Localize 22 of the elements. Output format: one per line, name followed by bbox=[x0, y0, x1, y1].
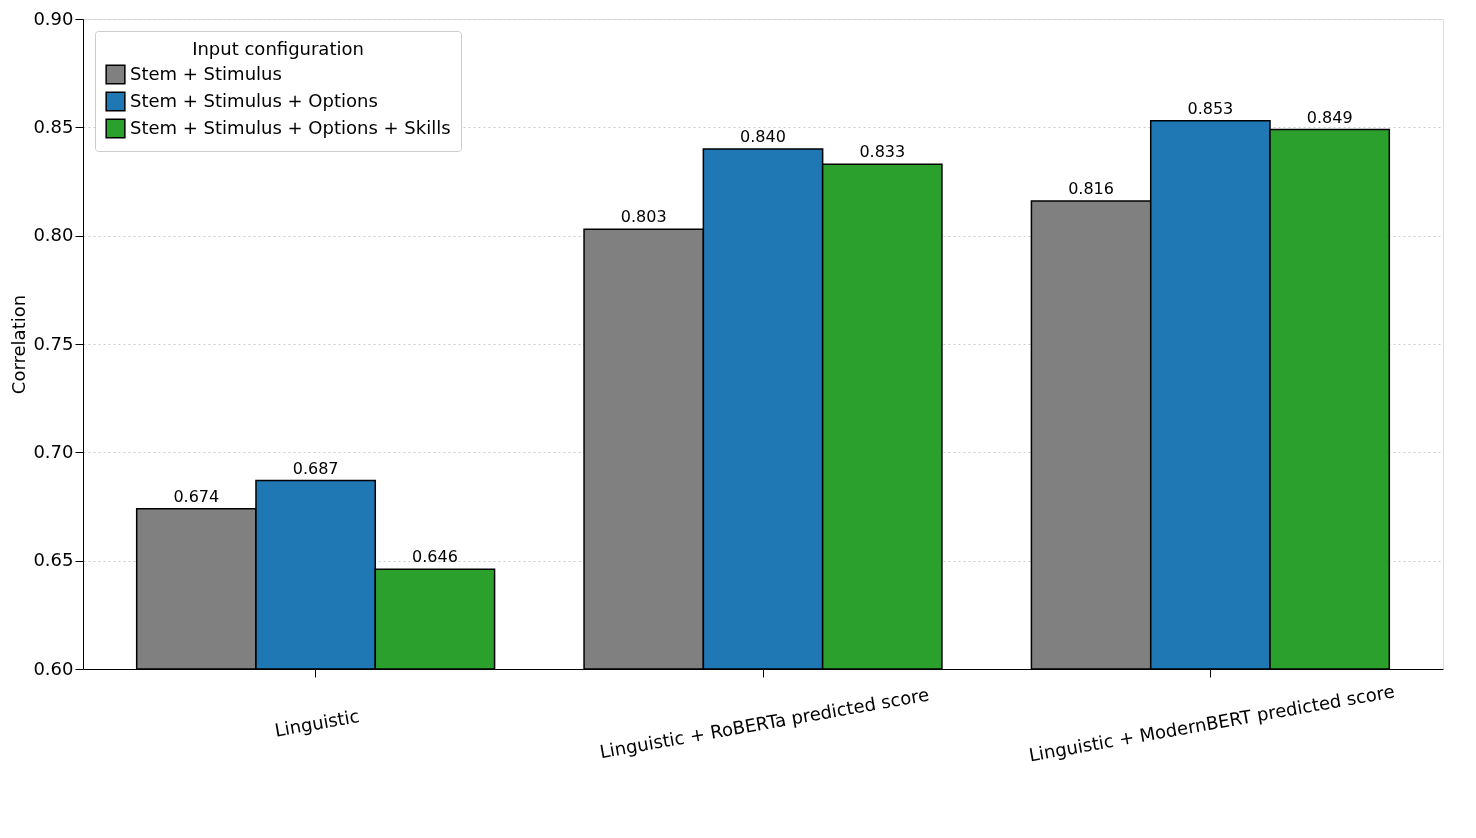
x-tick-label: Linguistic bbox=[272, 705, 361, 741]
y-tick-label: 0.65 bbox=[33, 549, 74, 571]
y-tick-label: 0.75 bbox=[33, 332, 74, 354]
y-tick-label: 0.85 bbox=[33, 115, 74, 137]
data-label: 0.816 bbox=[1068, 179, 1114, 198]
y-axis-title: Correlation bbox=[8, 294, 30, 395]
y-tick-label: 0.90 bbox=[33, 7, 74, 29]
legend-title: Input configuration bbox=[192, 38, 364, 59]
legend-label: Stem + Stimulus + Options + Skills bbox=[130, 116, 451, 138]
data-label: 0.646 bbox=[412, 547, 458, 567]
data-label: 0.840 bbox=[740, 127, 786, 146]
y-tick-label: 0.80 bbox=[33, 224, 74, 246]
data-label: 0.803 bbox=[620, 207, 667, 227]
legend-label: Stem + Stimulus + Options bbox=[130, 89, 378, 111]
y-tick-label: 0.70 bbox=[33, 440, 74, 462]
legend-label: Stem + Stimulus bbox=[130, 62, 282, 84]
data-label: 0.674 bbox=[173, 486, 220, 506]
data-label: 0.853 bbox=[1187, 98, 1234, 118]
data-label: 0.849 bbox=[1306, 107, 1353, 127]
data-label: 0.833 bbox=[859, 142, 906, 162]
y-tick-label: 0.60 bbox=[33, 657, 74, 679]
data-label: 0.687 bbox=[292, 458, 339, 478]
